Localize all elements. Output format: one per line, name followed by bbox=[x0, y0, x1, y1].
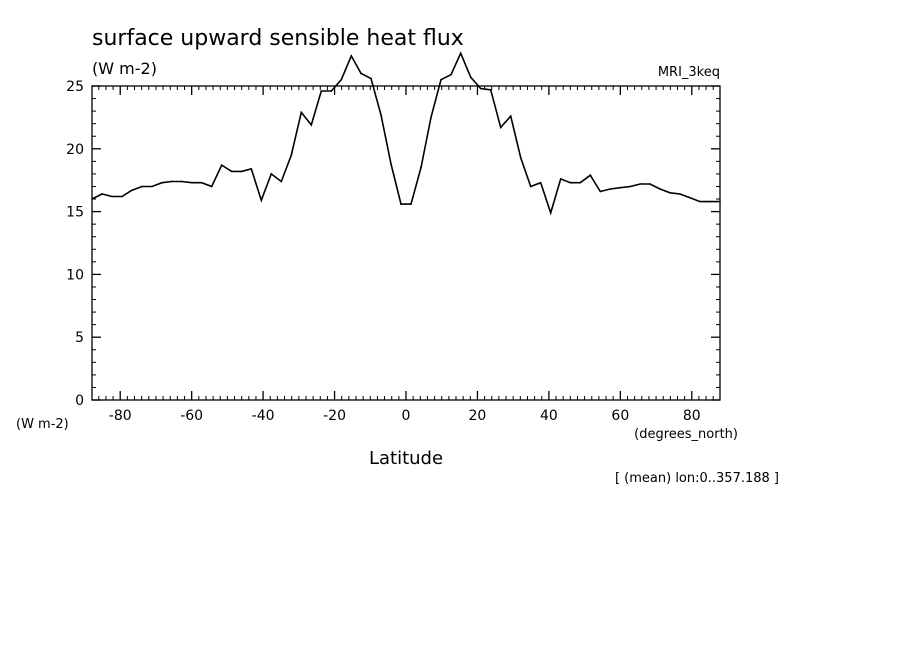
data-point bbox=[450, 73, 452, 76]
data-point bbox=[589, 174, 592, 176]
x-tick-label: -60 bbox=[180, 408, 203, 424]
y-axis-label: (W m-2) bbox=[16, 417, 69, 432]
y-tick-label: 10 bbox=[66, 267, 84, 283]
data-point bbox=[170, 180, 173, 183]
data-point bbox=[190, 181, 193, 184]
data-point bbox=[719, 200, 721, 203]
data-point bbox=[579, 181, 582, 184]
data-point bbox=[599, 190, 602, 193]
data-point bbox=[619, 186, 622, 189]
y-tick-label: 0 bbox=[75, 393, 84, 409]
x-tick-label: 0 bbox=[402, 408, 411, 424]
data-point bbox=[659, 188, 661, 190]
data-point bbox=[91, 198, 93, 200]
data-point bbox=[519, 156, 522, 159]
data-point bbox=[260, 199, 263, 202]
data-point bbox=[101, 193, 103, 195]
data-point bbox=[430, 116, 432, 119]
series-line bbox=[91, 51, 720, 216]
x-axis-label: Latitude bbox=[369, 448, 443, 469]
x-tick-label: 60 bbox=[611, 408, 629, 424]
x-tick-labels: -80 -60 -40 -20 0 20 40 60 80 bbox=[109, 408, 701, 424]
data-point bbox=[360, 72, 362, 75]
minor-ticks bbox=[92, 86, 720, 400]
data-point bbox=[440, 78, 442, 81]
data-point bbox=[240, 170, 243, 173]
data-point bbox=[200, 181, 203, 184]
data-point bbox=[499, 126, 502, 129]
major-ticks bbox=[92, 85, 720, 401]
data-point bbox=[151, 185, 153, 188]
data-point bbox=[380, 114, 382, 116]
data-point bbox=[559, 178, 562, 180]
data-point bbox=[459, 52, 462, 55]
data-point bbox=[270, 173, 273, 175]
data-point bbox=[180, 180, 183, 183]
data-point bbox=[629, 185, 632, 188]
data-point bbox=[210, 185, 213, 188]
annotation: [ (mean) lon:0..357.188 ] bbox=[615, 471, 779, 486]
data-point bbox=[330, 90, 333, 92]
data-point bbox=[479, 87, 482, 90]
data-point bbox=[649, 183, 651, 185]
data-point bbox=[509, 115, 512, 117]
data-point bbox=[529, 185, 532, 188]
x-tick-label: 40 bbox=[540, 408, 558, 424]
x-tick-label: 80 bbox=[683, 408, 701, 424]
y-tick-label: 25 bbox=[66, 79, 84, 95]
data-point bbox=[320, 90, 323, 92]
data-point bbox=[141, 185, 143, 188]
chart-title: surface upward sensible heat flux bbox=[92, 26, 464, 51]
data-point bbox=[220, 164, 223, 166]
x-tick-label: 20 bbox=[469, 408, 487, 424]
data-point bbox=[230, 170, 233, 173]
data-point bbox=[350, 55, 353, 57]
y-tick-label: 20 bbox=[66, 142, 84, 158]
series-points bbox=[91, 52, 721, 214]
data-point bbox=[639, 183, 642, 185]
y-tick-labels: 0 5 10 15 20 25 bbox=[66, 79, 84, 409]
plot-frame bbox=[91, 85, 721, 401]
model-label: MRI_3keq bbox=[658, 65, 720, 80]
x-tick-label: -20 bbox=[323, 408, 346, 424]
y-tick-label: 5 bbox=[75, 330, 84, 346]
data-point bbox=[549, 212, 552, 214]
data-point bbox=[410, 203, 412, 205]
units-label: (W m-2) bbox=[92, 59, 157, 78]
data-point bbox=[290, 154, 293, 156]
x-tick-label: -40 bbox=[252, 408, 275, 424]
data-point bbox=[469, 76, 472, 79]
data-point bbox=[679, 193, 681, 195]
data-point bbox=[699, 200, 701, 203]
x-axis-units: (degrees_north) bbox=[634, 427, 738, 442]
x-tick-label: -80 bbox=[109, 408, 132, 424]
data-point bbox=[420, 166, 422, 169]
data-point bbox=[489, 88, 492, 91]
data-point bbox=[609, 188, 612, 190]
data-point bbox=[300, 111, 303, 114]
data-point bbox=[280, 180, 283, 183]
data-point bbox=[569, 181, 572, 184]
data-point bbox=[400, 203, 402, 205]
data-point bbox=[370, 77, 372, 80]
data-point bbox=[669, 191, 671, 194]
data-point bbox=[340, 78, 343, 81]
data-point bbox=[689, 196, 691, 199]
data-point bbox=[310, 124, 313, 126]
data-point bbox=[539, 181, 542, 184]
data-point bbox=[161, 181, 163, 184]
data-point bbox=[250, 168, 253, 170]
data-point bbox=[111, 195, 113, 198]
data-point bbox=[121, 195, 123, 198]
data-point bbox=[390, 163, 392, 165]
data-point bbox=[131, 189, 133, 192]
data-point bbox=[709, 200, 711, 203]
y-tick-label: 15 bbox=[66, 205, 84, 221]
